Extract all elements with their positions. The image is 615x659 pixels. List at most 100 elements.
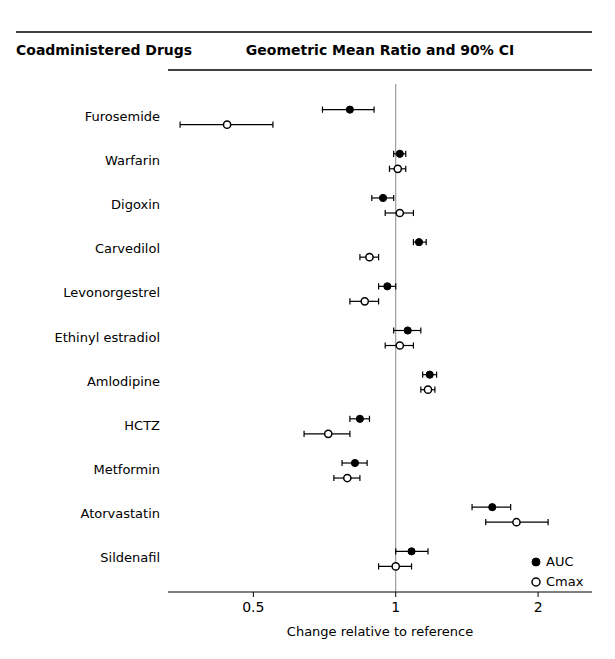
error-cap bbox=[405, 151, 406, 157]
error-cap bbox=[395, 283, 396, 289]
chart: Coadministered DrugsGeometric Mean Ratio… bbox=[0, 0, 615, 659]
error-bar bbox=[423, 372, 437, 378]
series-0 bbox=[322, 106, 510, 555]
category-label: Sildenafil bbox=[100, 550, 160, 565]
point bbox=[356, 415, 363, 422]
point bbox=[408, 548, 415, 555]
legend-marker bbox=[532, 558, 540, 566]
error-cap bbox=[349, 298, 350, 304]
category-label: Atorvastatin bbox=[80, 506, 160, 521]
error-cap bbox=[272, 122, 273, 128]
error-cap bbox=[427, 548, 428, 554]
error-cap bbox=[378, 563, 379, 569]
point bbox=[379, 194, 386, 201]
error-bar bbox=[342, 460, 367, 466]
header-rule bbox=[168, 69, 592, 71]
error-cap bbox=[369, 416, 370, 422]
error-cap bbox=[393, 327, 394, 333]
error-bar bbox=[304, 431, 350, 437]
error-bar bbox=[385, 210, 413, 216]
category-label: Amlodipine bbox=[87, 374, 160, 389]
error-cap bbox=[389, 166, 390, 172]
point bbox=[415, 239, 422, 246]
error-cap bbox=[378, 254, 379, 260]
error-cap bbox=[385, 342, 386, 348]
error-bar bbox=[396, 548, 428, 554]
error-cap bbox=[413, 210, 414, 216]
x-tick bbox=[538, 592, 539, 597]
point bbox=[366, 254, 373, 261]
error-cap bbox=[420, 387, 421, 393]
point bbox=[223, 121, 230, 128]
error-cap bbox=[436, 372, 437, 378]
point bbox=[325, 430, 332, 437]
x-axis-title: Change relative to reference bbox=[287, 624, 473, 639]
error-cap bbox=[378, 283, 379, 289]
point bbox=[392, 563, 399, 570]
error-cap bbox=[359, 475, 360, 481]
legend: AUCCmax bbox=[532, 554, 584, 589]
category-label: Furosemide bbox=[85, 109, 160, 124]
error-bar bbox=[394, 327, 421, 333]
error-cap bbox=[411, 563, 412, 569]
x-tick bbox=[253, 592, 254, 597]
error-bar bbox=[472, 504, 511, 510]
point bbox=[404, 327, 411, 334]
error-bar bbox=[379, 563, 412, 569]
error-cap bbox=[349, 416, 350, 422]
point bbox=[344, 474, 351, 481]
error-cap bbox=[422, 372, 423, 378]
error-cap bbox=[420, 327, 421, 333]
error-bar bbox=[350, 416, 370, 422]
point bbox=[384, 283, 391, 290]
legend-label: AUC bbox=[546, 554, 574, 569]
point bbox=[426, 371, 433, 378]
error-cap bbox=[378, 298, 379, 304]
error-bar bbox=[385, 342, 413, 348]
category-label: Warfarin bbox=[105, 153, 160, 168]
error-cap bbox=[471, 504, 472, 510]
error-cap bbox=[510, 504, 511, 510]
error-cap bbox=[434, 387, 435, 393]
point bbox=[396, 342, 403, 349]
reference-line bbox=[395, 84, 396, 592]
error-bar bbox=[394, 151, 406, 157]
error-cap bbox=[413, 342, 414, 348]
error-bar bbox=[413, 239, 426, 245]
x-tick bbox=[395, 592, 396, 597]
category-label: Metformin bbox=[94, 462, 160, 477]
error-cap bbox=[385, 210, 386, 216]
x-tick-label: 1 bbox=[391, 599, 400, 615]
x-tick-label: 2 bbox=[534, 599, 543, 615]
point bbox=[361, 298, 368, 305]
error-cap bbox=[405, 166, 406, 172]
error-bar bbox=[360, 254, 379, 260]
header-rule bbox=[16, 31, 592, 33]
category-label: HCTZ bbox=[124, 418, 160, 433]
error-cap bbox=[359, 254, 360, 260]
error-cap bbox=[393, 195, 394, 201]
error-cap bbox=[373, 107, 374, 113]
error-cap bbox=[395, 548, 396, 554]
series-1 bbox=[180, 121, 548, 570]
category-label: Carvedilol bbox=[95, 241, 160, 256]
y-axis-title: Coadministered Drugs bbox=[16, 42, 192, 58]
error-cap bbox=[179, 122, 180, 128]
error-bar bbox=[180, 122, 273, 128]
error-cap bbox=[413, 239, 414, 245]
point bbox=[396, 150, 403, 157]
error-bar bbox=[322, 107, 374, 113]
error-bar bbox=[350, 298, 379, 304]
point bbox=[394, 165, 401, 172]
error-cap bbox=[393, 151, 394, 157]
error-cap bbox=[322, 107, 323, 113]
point bbox=[346, 106, 353, 113]
error-cap bbox=[367, 460, 368, 466]
category-label: Levonorgestrel bbox=[63, 285, 160, 300]
error-cap bbox=[333, 475, 334, 481]
plot-area bbox=[180, 84, 548, 592]
x-tick-label: 0.5 bbox=[242, 599, 264, 615]
error-cap bbox=[371, 195, 372, 201]
error-cap bbox=[548, 519, 549, 525]
error-bar bbox=[486, 519, 548, 525]
